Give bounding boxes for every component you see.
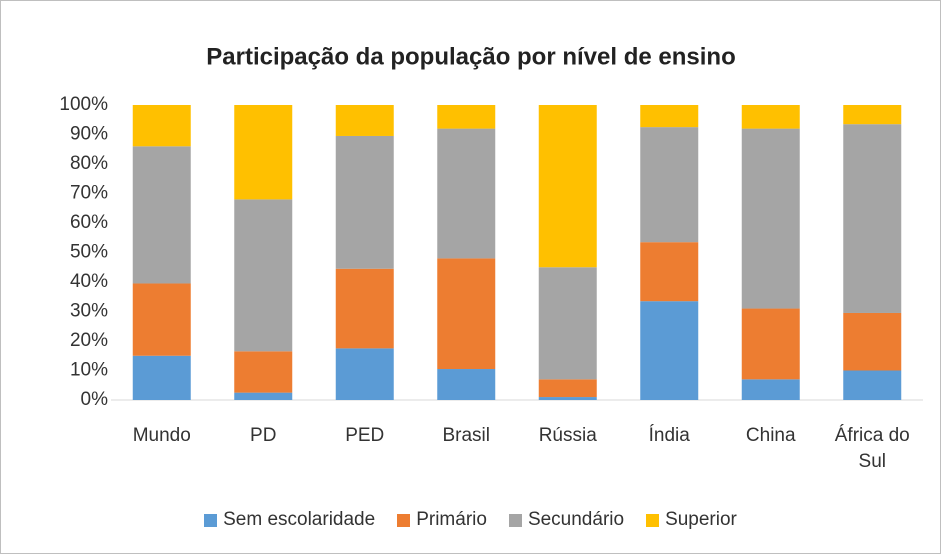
x-tick-label: Índia — [648, 425, 690, 446]
x-tick-label: China — [745, 425, 796, 446]
bar-segment — [335, 348, 394, 400]
bar-segment — [234, 392, 293, 400]
bar-segment — [538, 105, 597, 268]
bar-segment — [538, 267, 597, 380]
legend-item: Primário — [397, 509, 487, 531]
legend-swatch — [508, 513, 522, 527]
legend-swatch — [204, 513, 218, 527]
bar-segment — [437, 128, 496, 259]
legend-item: Secundário — [508, 509, 625, 531]
bar-segment — [437, 105, 496, 129]
legend-label: Primário — [416, 509, 487, 530]
legend: Sem escolaridade Primário Secundário Superi… — [1, 509, 940, 531]
x-tick-label: PED — [345, 425, 385, 446]
bar-segment — [234, 351, 293, 393]
bar-segment — [741, 105, 800, 129]
x-tick-label: Rússia — [538, 425, 597, 446]
y-tick-label: 10% — [70, 360, 108, 381]
y-tick-label: 30% — [70, 301, 108, 322]
legend-label: Secundário — [527, 509, 625, 530]
legend-item: Sem escolaridade — [204, 509, 375, 531]
bar-segment — [132, 146, 191, 284]
y-tick-label: 50% — [70, 242, 108, 263]
x-tick-label: Mundo — [132, 425, 191, 446]
bar-segment — [843, 312, 902, 371]
bar-segment — [640, 301, 699, 400]
y-tick-label: 80% — [70, 153, 108, 174]
bar-segment — [335, 135, 394, 269]
bar-segment — [640, 127, 699, 243]
legend-label: Sem escolaridade — [223, 509, 376, 530]
bar-segment — [437, 258, 496, 370]
bar-segment — [234, 199, 293, 352]
y-tick-label: 60% — [70, 212, 108, 233]
bar-segment — [132, 283, 191, 356]
bar-segment — [640, 242, 699, 302]
legend-label: Superior — [665, 509, 737, 530]
y-tick-label: 100% — [59, 94, 108, 115]
bar-segment — [741, 128, 800, 309]
bar-segment — [132, 105, 191, 147]
legend-swatch — [646, 513, 660, 527]
bar-segment — [335, 268, 394, 349]
chart-title: Participação da população por nível de e… — [206, 43, 735, 70]
x-tick-label: África do Sul — [834, 425, 910, 472]
y-tick-label: 70% — [70, 183, 108, 204]
bar-segment — [437, 369, 496, 400]
legend-swatch — [397, 513, 411, 527]
bar-segment — [538, 379, 597, 398]
bar-segment — [741, 308, 800, 380]
bar-segment — [843, 105, 902, 125]
bar-segment — [843, 124, 902, 313]
x-tick-label: Brasil — [442, 425, 490, 446]
bar-segment — [132, 355, 191, 400]
bar-segment — [640, 105, 699, 128]
legend-item: Superior — [646, 509, 737, 531]
bar-segment — [335, 105, 394, 136]
bar-segment — [843, 370, 902, 400]
y-tick-label: 40% — [70, 271, 108, 292]
bar-segment — [741, 379, 800, 400]
x-tick-label: PD — [250, 425, 277, 446]
bar-segment — [538, 397, 597, 400]
y-tick-label: 0% — [81, 389, 109, 410]
y-tick-label: 20% — [70, 330, 108, 351]
y-tick-label: 90% — [70, 124, 108, 145]
bar-segment — [234, 105, 293, 200]
